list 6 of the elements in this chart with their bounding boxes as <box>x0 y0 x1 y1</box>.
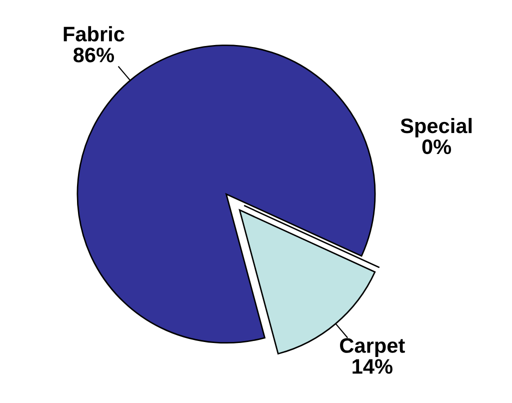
data-label: 14% <box>352 359 392 374</box>
slice-label: Fabric <box>64 26 124 42</box>
slice-label: Carpet <box>340 338 405 358</box>
text: 0% <box>422 139 452 154</box>
category-label: Special <box>400 118 472 138</box>
data-label: 86% <box>74 48 114 62</box>
